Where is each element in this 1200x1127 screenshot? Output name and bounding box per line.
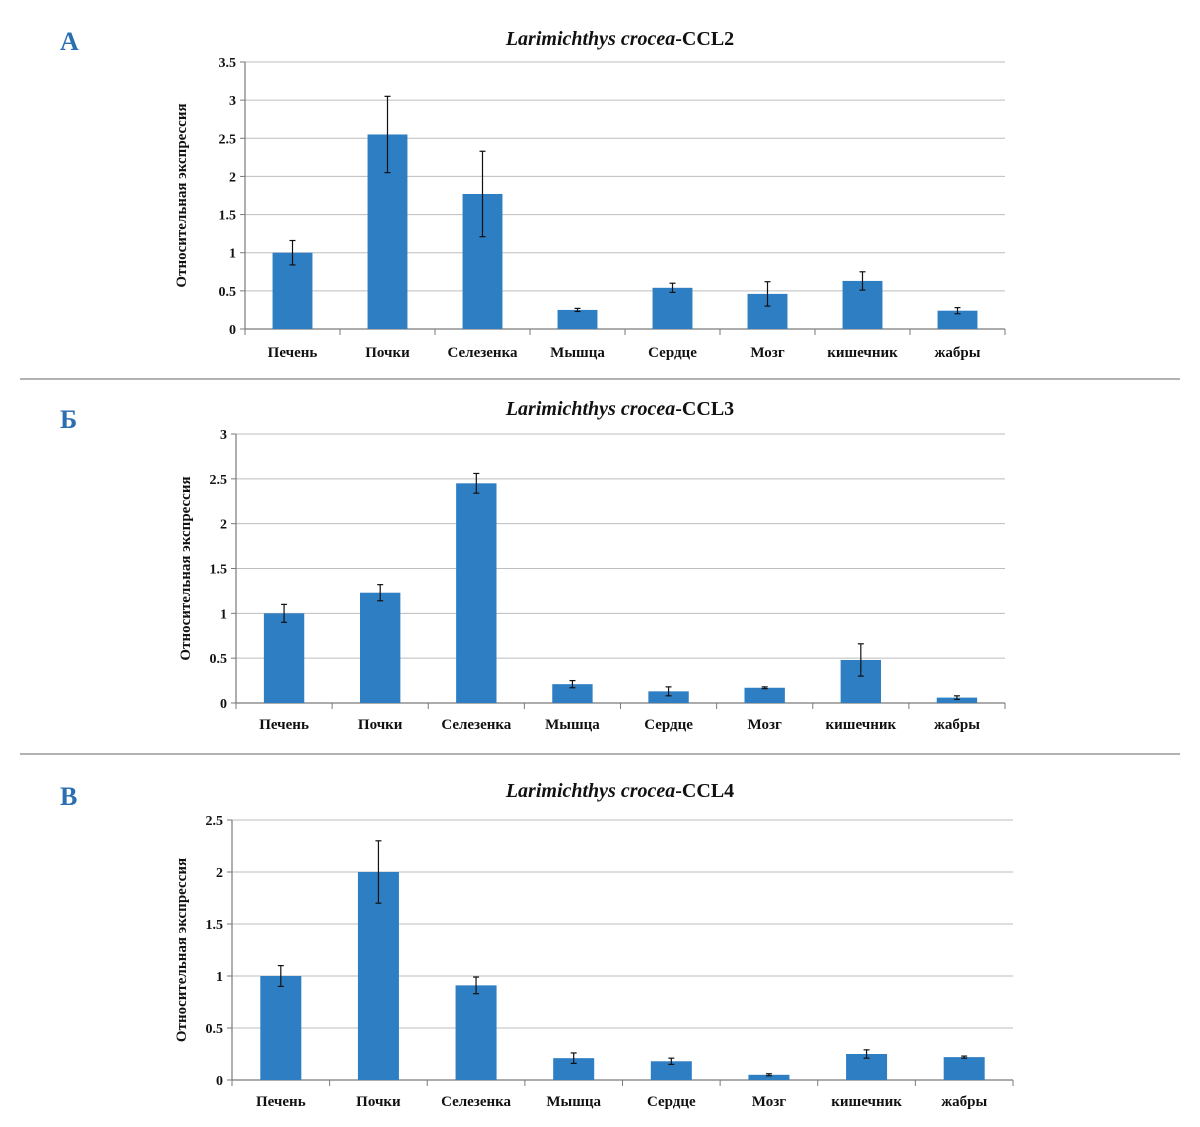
- bar-6: [744, 687, 785, 703]
- category-label: Мышца: [545, 717, 600, 733]
- y-tick-label: 2: [216, 866, 223, 881]
- category-label: кишечник: [831, 1094, 902, 1110]
- category-label: Печень: [268, 345, 318, 361]
- category-label: жабры: [941, 1094, 987, 1110]
- y-tick-label: 0.5: [219, 285, 237, 300]
- bar-4: [552, 684, 593, 703]
- bar-4: [553, 1058, 595, 1080]
- category-label: Сердце: [647, 1094, 696, 1110]
- category-label: Печень: [256, 1094, 306, 1110]
- y-tick-label: 0: [216, 1074, 223, 1089]
- y-tick-label: 0.5: [206, 1022, 224, 1037]
- title-species: Larimichthys crocea: [505, 28, 675, 50]
- category-label: Мозг: [748, 717, 782, 733]
- y-tick-label: 2: [229, 170, 236, 185]
- category-label: Мышца: [546, 1094, 601, 1110]
- bar-5: [652, 287, 693, 329]
- category-label: Сердце: [648, 345, 697, 361]
- category-label: Селезенка: [448, 345, 518, 361]
- y-tick-label: 0: [220, 697, 227, 712]
- y-tick-label: 0: [229, 323, 236, 338]
- bar-1: [263, 613, 305, 703]
- chart-title: Larimichthys crocea-CCL2: [505, 28, 734, 50]
- y-tick-label: 1.5: [206, 918, 224, 933]
- y-axis-label: Относительная экспрессия: [174, 103, 190, 287]
- chart-panel-3: В Larimichthys crocea-CCL4 0 0.5 1 1.5 2 2.5 Печ…: [60, 780, 1014, 1110]
- title-gene: -CCL4: [675, 780, 734, 802]
- y-tick-label: 3: [220, 428, 227, 443]
- category-label: Почки: [356, 1094, 401, 1110]
- bar-2: [360, 592, 401, 703]
- title-species: Larimichthys crocea: [505, 780, 675, 802]
- panel-letter: В: [60, 782, 77, 811]
- y-axis-label: Относительная экспрессия: [178, 476, 194, 660]
- bar-8: [937, 310, 978, 329]
- category-label: Почки: [358, 717, 403, 733]
- title-gene: -CCL3: [675, 398, 734, 420]
- y-tick-label: 2.5: [210, 473, 228, 488]
- bar-5: [650, 1061, 692, 1080]
- panel-letter: Б: [60, 405, 77, 434]
- panel-letter: A: [60, 27, 79, 56]
- category-label: Мозг: [752, 1094, 786, 1110]
- y-tick-label: 2.5: [206, 814, 224, 829]
- y-tick-label: 2.5: [219, 132, 237, 147]
- y-tick-label: 3.5: [219, 56, 237, 71]
- y-tick-label: 1: [229, 247, 236, 262]
- y-tick-label: 1: [220, 607, 227, 622]
- chart-panel-1: A Larimichthys crocea-CCL2 0 0.5 1 1.5 2 2.5 3 3.…: [60, 27, 1006, 361]
- chart-panel-2: Б Larimichthys crocea-CCL3 0 0.5 1 1.5 2 2.5 3 Пе…: [60, 398, 1006, 733]
- bar-4: [557, 309, 598, 329]
- bar-1: [260, 976, 302, 1080]
- y-tick-label: 1.5: [219, 209, 237, 224]
- y-tick-label: 0.5: [210, 652, 228, 667]
- chart-title: Larimichthys crocea-CCL4: [505, 780, 734, 802]
- category-label: кишечник: [826, 717, 897, 733]
- bar-6: [748, 1074, 790, 1080]
- bar-8: [936, 697, 978, 703]
- y-tick-label: 1: [216, 970, 223, 985]
- category-label: Печень: [259, 717, 309, 733]
- category-label: кишечник: [827, 345, 898, 361]
- category-label: Селезенка: [441, 717, 511, 733]
- title-gene: -CCL2: [675, 28, 734, 50]
- bar-3: [456, 483, 497, 703]
- bar-2: [357, 872, 399, 1080]
- chart-title: Larimichthys crocea-CCL3: [505, 398, 734, 420]
- y-axis-label: Относительная экспрессия: [174, 858, 190, 1042]
- bar-5: [648, 691, 689, 703]
- category-label: Сердце: [644, 717, 693, 733]
- y-tick-label: 2: [220, 518, 227, 533]
- category-label: Мышца: [550, 345, 605, 361]
- category-label: жабры: [935, 345, 981, 361]
- category-label: жабры: [934, 717, 980, 733]
- bar-8: [943, 1057, 985, 1080]
- title-species: Larimichthys crocea: [505, 398, 675, 420]
- bar-3: [455, 985, 497, 1080]
- y-tick-label: 3: [229, 94, 236, 109]
- category-label: Почки: [365, 345, 410, 361]
- category-label: Мозг: [750, 345, 784, 361]
- category-label: Селезенка: [441, 1094, 511, 1110]
- y-tick-label: 1.5: [210, 563, 228, 578]
